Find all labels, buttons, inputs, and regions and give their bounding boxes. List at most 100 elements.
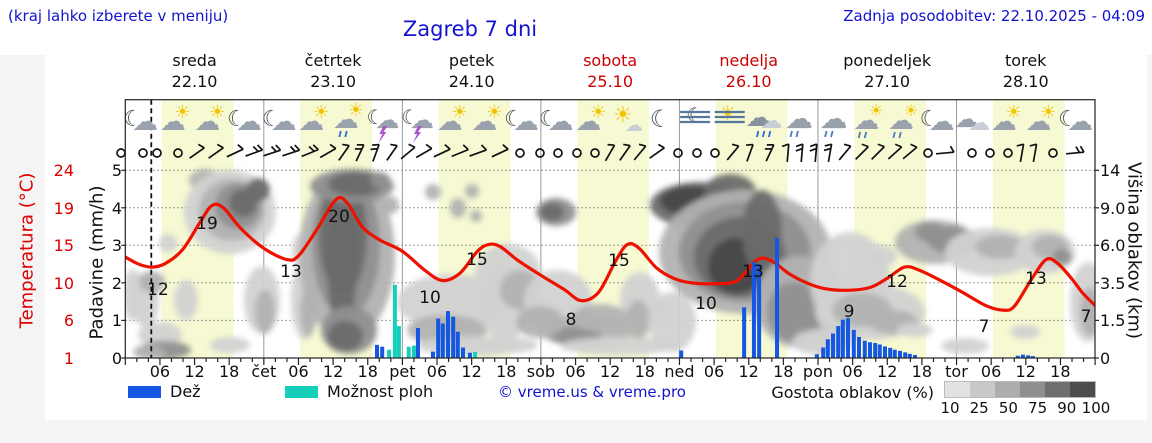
time-label: 18 [219, 362, 240, 381]
time-label: 06 [703, 362, 725, 381]
cloudheight-axis-tick: 3.5 [1100, 273, 1126, 293]
sky-icon-cd: ☁ [785, 102, 813, 138]
svg-text:☾: ☾ [1058, 107, 1078, 132]
svg-text:☁: ☁ [471, 107, 497, 137]
temp-axis-tick: 1 [63, 349, 74, 368]
precip-axis-tick: 0 [111, 349, 122, 368]
temp-axis-tick: 19 [53, 198, 74, 218]
rain-legend-swatch [128, 386, 161, 398]
svg-text:☀: ☀ [209, 102, 225, 123]
svg-text:13: 13 [280, 262, 302, 282]
day-date: 22.10 [171, 72, 218, 91]
svg-text:☁: ☁ [271, 107, 297, 137]
sky-icon-sf: ☀ [714, 101, 745, 125]
cloud-density-legend-label: Gostota oblakov (%) [771, 383, 934, 402]
svg-text:☾: ☾ [686, 103, 704, 127]
density-tick-label: 90 [1057, 399, 1077, 417]
svg-text:☀: ☀ [1006, 102, 1022, 123]
day-abbrev-label: pon [802, 362, 833, 381]
sky-icon-mc: ☾☁ [1058, 107, 1093, 137]
sky-icon-cd: ☁ [820, 102, 848, 138]
sky-icon-mc: ☾☁ [539, 107, 574, 137]
svg-text:☁: ☁ [236, 107, 262, 137]
svg-text:☁: ☁ [132, 107, 158, 137]
svg-text:☁: ☁ [513, 107, 539, 137]
svg-text:☁: ☁ [968, 111, 990, 136]
day-date: 24.10 [448, 72, 495, 91]
precip-axis-tick: 1 [111, 311, 122, 331]
sky-icon-ml: ☾☁ [366, 105, 399, 143]
svg-text:☁: ☁ [160, 107, 186, 137]
svg-text:☁: ☁ [785, 102, 813, 135]
sky-icon-scr: ☀☁ [333, 100, 364, 138]
day-date: 26.10 [725, 72, 772, 91]
time-label: 06 [565, 362, 586, 381]
last-update-timestamp: Zadnja posodobitev: 22.10.2025 - 04:09 [843, 7, 1145, 25]
time-label: 06 [426, 362, 448, 381]
time-label: 18 [911, 362, 932, 381]
svg-text:☁: ☁ [820, 102, 848, 135]
copyright-link[interactable]: © vreme.us & vreme.pro [498, 383, 686, 401]
svg-text:☾: ☾ [227, 107, 247, 132]
density-gradient-step [970, 382, 995, 397]
time-label: 12 [738, 362, 759, 381]
svg-text:9: 9 [844, 302, 855, 322]
svg-text:☁: ☁ [745, 103, 771, 133]
svg-text:☁: ☁ [1067, 107, 1093, 137]
day-header: sobota 25.10 [545, 50, 675, 92]
time-label: 12 [184, 362, 205, 381]
svg-text:☁: ☁ [853, 106, 879, 136]
svg-text:☁: ☁ [548, 107, 574, 137]
day-name: petek [448, 51, 495, 70]
density-tick-label: 50 [998, 399, 1018, 417]
day-name: sreda [172, 51, 217, 70]
time-label: 18 [1050, 362, 1071, 381]
day-header: petek 24.10 [407, 50, 537, 92]
svg-text:☀: ☀ [869, 101, 883, 120]
day-abbrev-label: pet [389, 362, 416, 381]
day-header: sreda 22.10 [130, 50, 260, 92]
day-header: ponedeljek 27.10 [822, 50, 952, 92]
day-date: 27.10 [864, 72, 911, 91]
svg-text:7: 7 [1081, 307, 1092, 327]
temp-axis-tick: 24 [53, 161, 74, 181]
svg-text:☁: ☁ [954, 105, 978, 133]
svg-text:15: 15 [608, 251, 630, 271]
density-gradient-step [995, 382, 1020, 397]
svg-text:☾: ☾ [539, 107, 559, 132]
sky-icon-sc: ☀☁ [471, 102, 502, 137]
time-label: 18 [773, 362, 794, 381]
time-label: 06 [288, 362, 309, 381]
sky-icons: ☾☁ ☀☁ ☀☁ ☾☁ ☾☁ ☀☁ ☀☁ ☾☁ ☾☁ ☀☁ ☀☁ ☾☁ ☾☁ ☀☁ ☀☁ ☾ ☾ ☀ ☁☁ ☁ ☁ ☀☁ ☀… [123, 100, 1093, 143]
sky-icon-scd: ☀☁ [888, 101, 918, 139]
shower-legend-swatch [285, 386, 318, 398]
time-label: 06 [842, 362, 863, 381]
day-abbrev-label: tor [945, 362, 968, 381]
time-label: 18 [634, 362, 655, 381]
svg-text:☀: ☀ [486, 102, 502, 123]
density-tick-label: 10 [940, 399, 960, 417]
time-label: 18 [496, 362, 517, 381]
svg-text:☀: ☀ [348, 100, 364, 121]
svg-text:☀: ☀ [313, 102, 329, 123]
time-label: 12 [877, 362, 898, 381]
day-abbrev-label: sob [526, 362, 556, 381]
day-name: sobota [583, 51, 638, 70]
sky-icon-mc: ☾☁ [920, 107, 955, 137]
time-label: 12 [599, 362, 621, 381]
svg-text:13: 13 [1025, 269, 1047, 289]
sky-icon-ml: ☾☁ [401, 105, 434, 143]
day-abbrev-label: ned [664, 362, 695, 381]
svg-text:☁: ☁ [375, 106, 399, 134]
time-label: 18 [357, 362, 378, 381]
precip-axis-tick: 5 [111, 161, 122, 181]
day-name: četrtek [304, 51, 362, 70]
svg-text:☁: ☁ [888, 106, 914, 136]
temperature-curve [125, 195, 1096, 312]
sky-icon-sc: ☀☁ [1025, 102, 1056, 137]
svg-text:☁: ☁ [991, 107, 1017, 137]
temperature-value-labels: 12 19 13 20 10 15 8 15 10 13 9 12 7 13 7 [147, 207, 1091, 337]
rain-legend-label: Dež [170, 382, 201, 401]
temp-axis-tick: 6 [63, 311, 74, 331]
